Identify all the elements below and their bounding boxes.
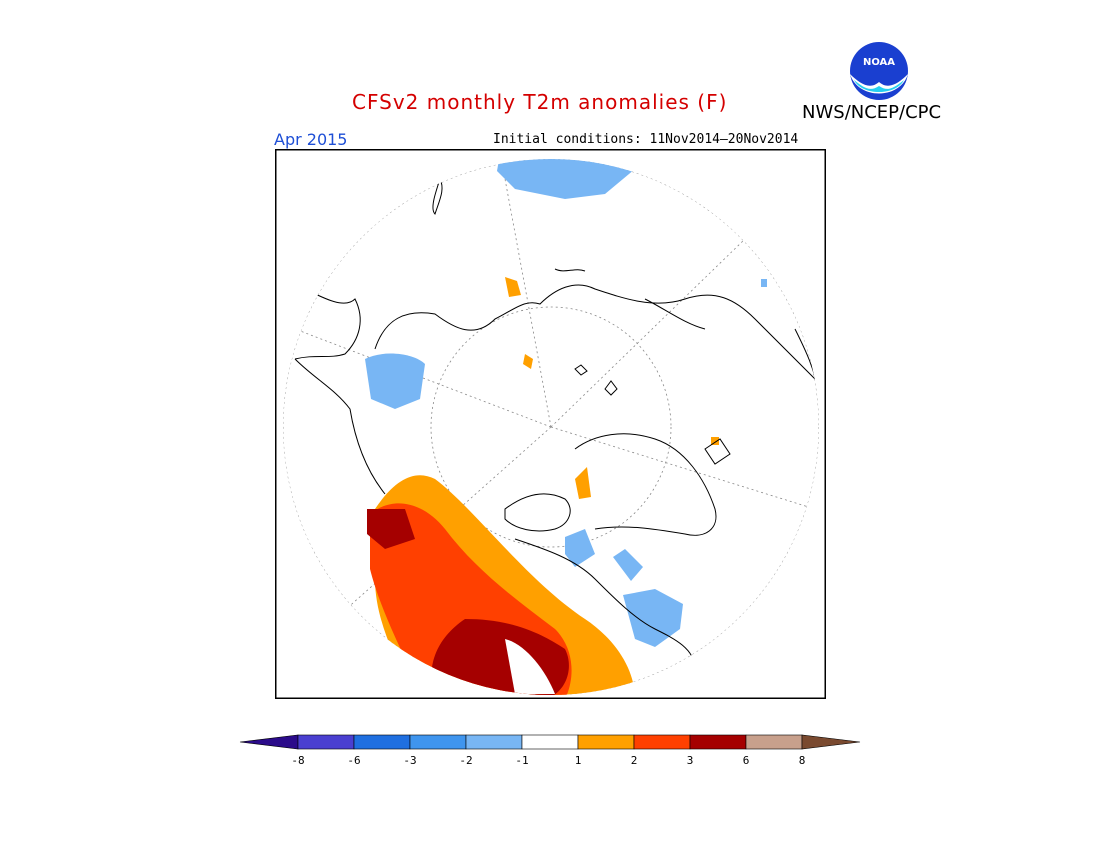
cool-anomaly-region xyxy=(365,159,767,647)
graticule xyxy=(283,159,819,695)
legend-tick-label: 2 xyxy=(631,754,638,767)
legend-swatch xyxy=(689,734,747,750)
legend-tick-label: -1 xyxy=(515,754,528,767)
legend-swatch xyxy=(297,734,355,750)
coastlines xyxy=(294,177,819,670)
legend-tick-label: -6 xyxy=(347,754,360,767)
agency-label: NWS/NCEP/CPC xyxy=(802,102,942,123)
legend-tick-label: -8 xyxy=(291,754,304,767)
legend-swatch xyxy=(409,734,467,750)
legend-swatch xyxy=(745,734,803,750)
noaa-logo-text: NOAA xyxy=(863,57,895,68)
chart-title: CFSv2 monthly T2m anomalies (F) xyxy=(352,90,728,114)
legend-swatch xyxy=(577,734,635,750)
warm-anomaly-region xyxy=(367,199,719,695)
legend-tick-label: -2 xyxy=(459,754,472,767)
legend-swatch xyxy=(465,734,523,750)
noaa-logo: NOAA xyxy=(849,41,909,101)
initial-conditions: Initial conditions: 11Nov2014—20Nov2014 xyxy=(493,132,799,147)
legend-tick-label: -3 xyxy=(403,754,416,767)
legend-tick-label: 3 xyxy=(687,754,694,767)
color-legend: -8 -6 -3 -2 -1 1 2 3 6 8 xyxy=(239,734,861,767)
legend-tick-label: 6 xyxy=(743,754,750,767)
legend-tick-label: 1 xyxy=(575,754,582,767)
legend-swatch xyxy=(633,734,691,750)
legend-swatch xyxy=(353,734,411,750)
legend-tick-label: 8 xyxy=(799,754,806,767)
legend-swatch-above xyxy=(801,734,861,750)
legend-swatch xyxy=(521,734,579,750)
polar-map xyxy=(275,149,826,699)
legend-swatch-below xyxy=(239,734,299,750)
forecast-period: Apr 2015 xyxy=(274,130,348,149)
